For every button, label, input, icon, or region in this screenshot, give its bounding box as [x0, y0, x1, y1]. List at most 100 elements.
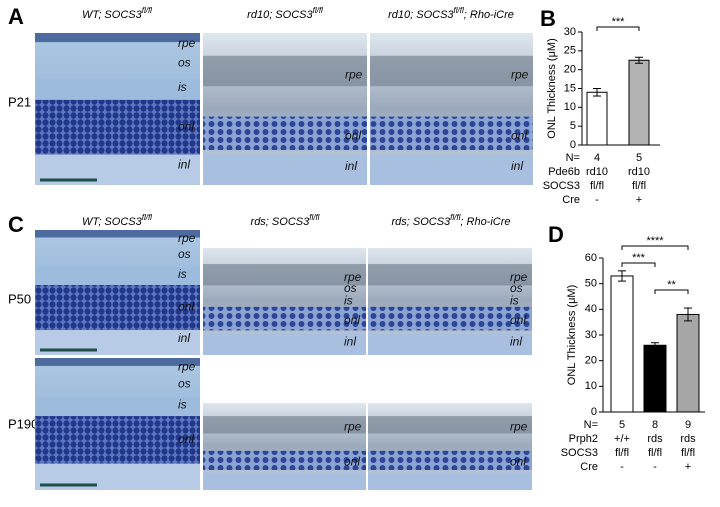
onl-band — [35, 285, 200, 330]
onl-band — [203, 450, 366, 470]
header-sup: fl/fl — [142, 6, 152, 15]
header-after: ; Rho-iCre — [464, 9, 514, 21]
header-sup: fl/fl — [309, 213, 319, 222]
table-row-label: SOCS3 — [561, 447, 598, 459]
table-cell: + — [685, 461, 691, 473]
histology-image: rpe onl — [203, 403, 366, 490]
header-text: rd10; SOCS3 — [247, 9, 313, 21]
layer-label: os — [178, 247, 191, 261]
error-bar — [635, 56, 643, 64]
panel-label: C — [8, 212, 24, 237]
table-row-label: Pde6b — [548, 166, 580, 178]
y-tick-label: 30 — [585, 329, 597, 341]
bar — [586, 91, 608, 146]
bar — [610, 275, 634, 413]
header-text: rds; SOCS3 — [251, 216, 311, 228]
is-band — [35, 267, 200, 285]
layer-label: rpe — [344, 420, 362, 434]
table-row-label: Cre — [580, 461, 598, 473]
layer-label: is — [178, 267, 187, 281]
significance-bracket — [596, 26, 640, 31]
inl-band — [203, 154, 367, 185]
y-axis-label: ONL Thickness (μM) — [546, 38, 558, 138]
table-cell: + — [636, 194, 642, 206]
layer-label: is — [344, 294, 353, 308]
layer-label: onl — [345, 129, 361, 143]
layer-label: os — [510, 281, 523, 295]
header-sup: fl/fl — [450, 213, 460, 222]
layer-label: inl — [510, 334, 522, 348]
header-text: rds; SOCS3 — [391, 216, 451, 228]
histology-image: rpe onl inl — [370, 33, 533, 185]
y-tick-label: 20 — [564, 64, 576, 76]
y-tick-label: 20 — [585, 355, 597, 367]
table-cell: +/+ — [614, 433, 630, 445]
layer-label: inl — [345, 159, 357, 173]
y-tick-label: 5 — [570, 120, 576, 132]
column-header: WT; SOCS3fl/fl — [82, 6, 152, 21]
significance-label: *** — [632, 252, 646, 264]
layer-label: rpe — [511, 68, 529, 82]
layer-label: inl — [178, 157, 190, 171]
table-cell: - — [620, 461, 624, 473]
header-sup: fl/fl — [313, 6, 323, 15]
layer-label: os — [344, 281, 357, 295]
column-header: WT; SOCS3fl/fl — [82, 213, 152, 228]
y-tick-label: 10 — [585, 380, 597, 392]
column-header: rds; SOCS3fl/fl; Rho-iCre — [391, 213, 510, 228]
histology-image: rpe onl inl — [203, 33, 367, 185]
table-cell: rd10 — [586, 166, 608, 178]
y-tick-label: 0 — [591, 406, 597, 418]
outer-layer — [203, 264, 366, 286]
rpe-band — [35, 230, 200, 238]
table-row-label: Cre — [562, 194, 580, 206]
layer-label: onl — [178, 119, 194, 133]
table-cell: - — [595, 194, 599, 206]
outer-layer — [370, 55, 533, 87]
layer-label: inl — [178, 331, 190, 345]
y-tick-label: 0 — [570, 139, 576, 151]
y-tick-label: 60 — [585, 252, 597, 264]
y-tick-label: 30 — [564, 26, 576, 38]
significance-bracket — [621, 245, 689, 250]
layer-label: rpe — [345, 68, 363, 82]
layer-label: rpe — [178, 231, 196, 245]
header-text: WT; SOCS3 — [82, 216, 143, 228]
header-after: ; Rho-iCre — [460, 216, 510, 228]
table-cell: fl/fl — [590, 180, 604, 192]
y-axis-label: ONL Thickness (μM) — [566, 285, 578, 385]
onl-band — [203, 116, 367, 151]
column-header: rd10; SOCS3fl/fl; Rho-iCre — [388, 6, 514, 21]
histology-image: rpe os is onl — [35, 358, 200, 490]
row-label: P50 — [8, 291, 31, 306]
outer-layer — [203, 416, 366, 434]
layer-label: onl — [344, 313, 360, 327]
outer-layer — [368, 416, 532, 434]
table-cell: 5 — [636, 152, 642, 164]
error-bar — [684, 307, 692, 322]
table-cell: 8 — [652, 419, 658, 431]
layer-label: onl — [178, 432, 194, 446]
row-label: P190 — [8, 416, 38, 431]
inl-band — [370, 154, 533, 185]
y-tick-label: 10 — [564, 101, 576, 113]
layer-label: rpe — [178, 359, 196, 373]
column-header: rd10; SOCS3fl/fl — [247, 6, 323, 21]
table-cell: - — [653, 461, 657, 473]
layer-label: is — [510, 294, 519, 308]
layer-label: onl — [511, 129, 527, 143]
layer-label: rpe — [344, 270, 362, 284]
table-cell: fl/fl — [615, 447, 629, 459]
layer-label: inl — [344, 334, 356, 348]
table-cell: fl/fl — [648, 447, 662, 459]
inl-band — [368, 472, 532, 490]
error-bar — [593, 88, 601, 97]
onl-band — [35, 99, 200, 155]
layer-label: onl — [344, 454, 360, 468]
table-cell: rd10 — [628, 166, 650, 178]
table-cell: 4 — [594, 152, 600, 164]
is-band — [35, 397, 200, 417]
